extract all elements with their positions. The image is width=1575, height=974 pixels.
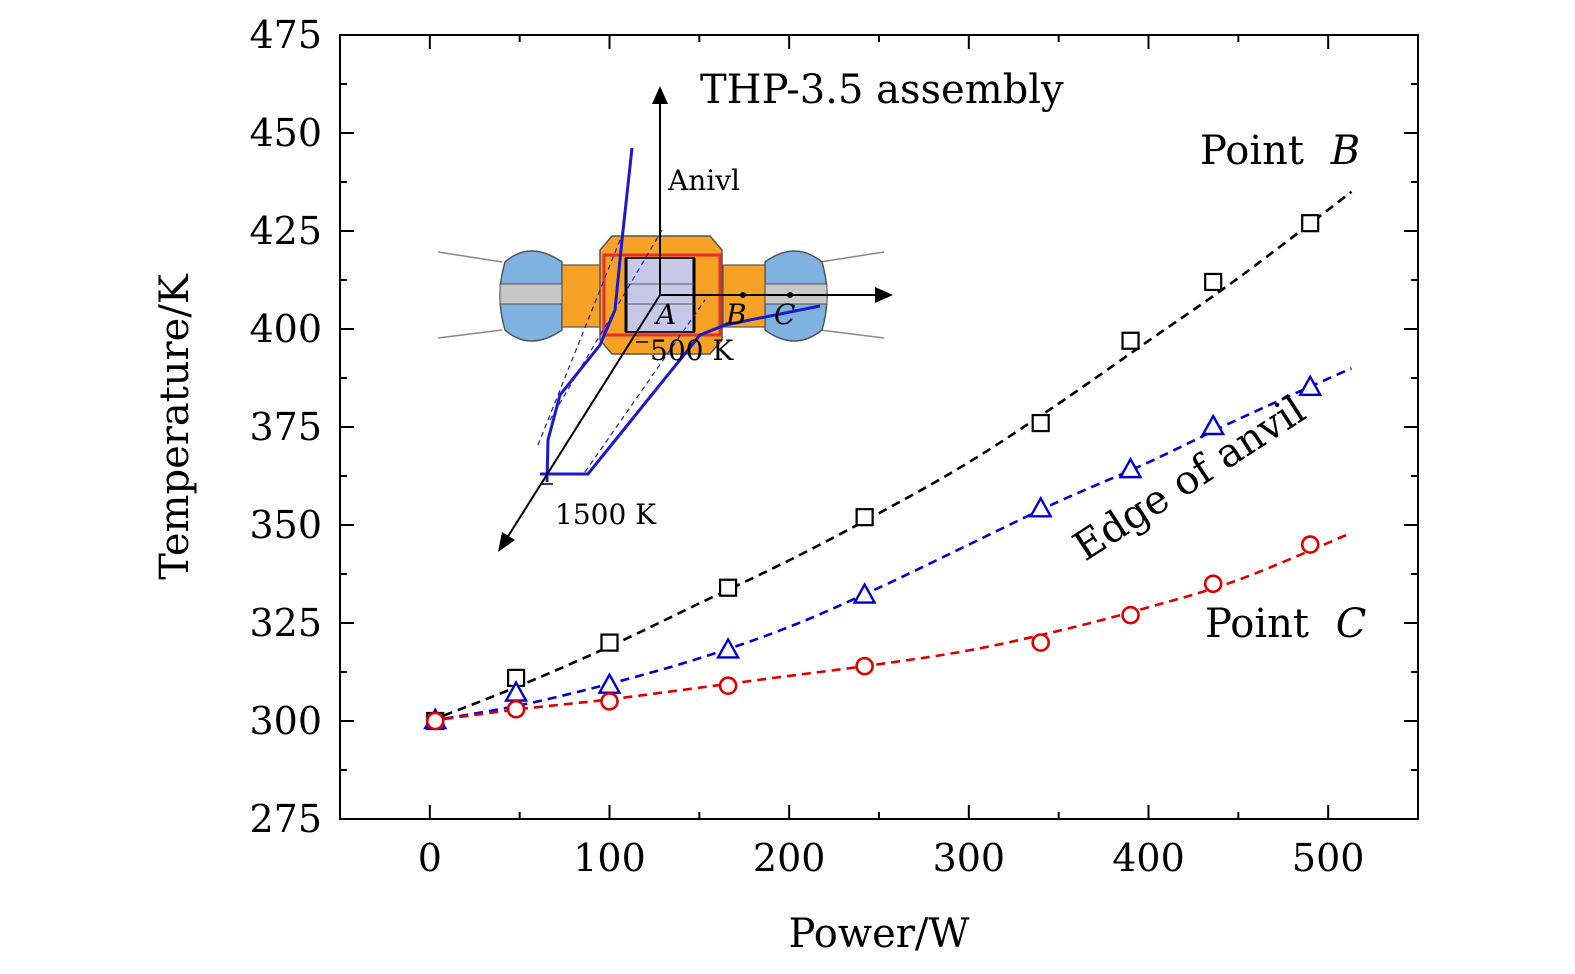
y-tick-label: 475 [249,13,322,57]
inset-arrow-up [652,86,668,104]
inset-profile-horizontal [540,304,821,476]
inset-guide [537,239,621,446]
data-point-triangle [1028,495,1053,518]
inset-point-b: B [725,298,747,331]
inset-profile-vertical [545,147,634,483]
data-point-triangle [1201,413,1226,436]
fit-line [429,190,1353,723]
inset-guide [549,229,663,421]
annotation-edge-of-anvil: Edge of anvil [1065,387,1313,571]
data-point-square [600,633,619,652]
inset-point-c: C [774,298,795,331]
inset-wire [437,251,503,263]
inset-arrow-right [875,287,893,303]
y-tick-label: 375 [249,405,322,449]
y-tick-label: 300 [249,699,322,743]
data-markers [423,214,1323,731]
inset-left-gasket [561,264,605,328]
x-tick-label: 400 [1112,836,1185,880]
data-point-circle [600,692,619,711]
inset-assembly: Anivl A B C 500 K 1500 K THP-3.5 assembl… [437,67,1064,552]
fit-line [429,367,1353,723]
y-tick-label: 425 [249,209,322,253]
inset-axis-label: Anivl [667,164,740,197]
annotation-point-c-letter: C [1336,601,1367,647]
data-point-circle [855,656,874,676]
data-point-circle [506,699,526,719]
annotation-point-b-letter: B [1330,128,1360,174]
y-tick-label: 275 [249,797,322,841]
inset-label-500k: 500 K [650,334,734,367]
data-point-circle [1031,633,1050,652]
x-tick-label: 300 [933,836,1006,880]
data-point-square [1031,413,1050,433]
data-point-circle [1300,535,1320,554]
data-point-triangle [716,636,741,659]
fit-line [429,531,1353,723]
inset-axis-diagonal [506,294,661,539]
annotation-point-b: Point B [1200,128,1360,174]
tick-labels: 0 100 200 300 400 500 275 300 325 350 375 400 425 450… [249,13,1364,880]
data-point-circle [425,711,445,731]
annotation-point-b-word: Point [1200,128,1304,174]
inset-guide [584,299,706,473]
ticks [340,34,1418,820]
data-point-square [1121,331,1140,350]
data-point-square [718,578,738,597]
data-point-triangle [1298,374,1323,396]
annotation-point-c-word: Point [1205,601,1309,647]
data-point-square [1204,272,1223,292]
y-tick-label: 325 [249,601,322,645]
data-point-triangle [1118,456,1143,479]
data-point-triangle [597,672,622,694]
inset-point-a: A [653,298,676,331]
x-tick-label: 200 [753,836,826,880]
data-point-circle [718,676,738,696]
inset-label-1500k: 1500 K [555,498,657,531]
data-point-triangle [852,582,877,604]
fit-lines [429,190,1353,723]
inset-point-b-dot [740,292,746,298]
inset-left-core [499,283,563,305]
data-point-circle [1121,605,1140,625]
y-axis-title: Temperature/K [152,273,198,580]
x-tick-label: 500 [1292,836,1365,880]
x-axis-title: Power/W [789,911,970,957]
inset-wire [819,329,885,339]
y-tick-label: 450 [249,111,322,155]
inset-wire [819,251,885,263]
y-tick-label: 350 [249,503,322,547]
inset-arrow-diagonal [498,532,515,552]
annotation-point-c: Point C [1205,601,1366,647]
inset-point-c-dot [787,292,793,298]
inset-wire [437,329,503,339]
x-tick-label: 100 [573,836,646,880]
data-point-square [855,508,874,527]
inset-title: THP-3.5 assembly [700,67,1064,113]
x-tick-label: 0 [418,836,442,880]
y-tick-label: 400 [249,307,322,351]
data-point-square [1301,214,1320,233]
data-point-circle [1203,574,1223,594]
